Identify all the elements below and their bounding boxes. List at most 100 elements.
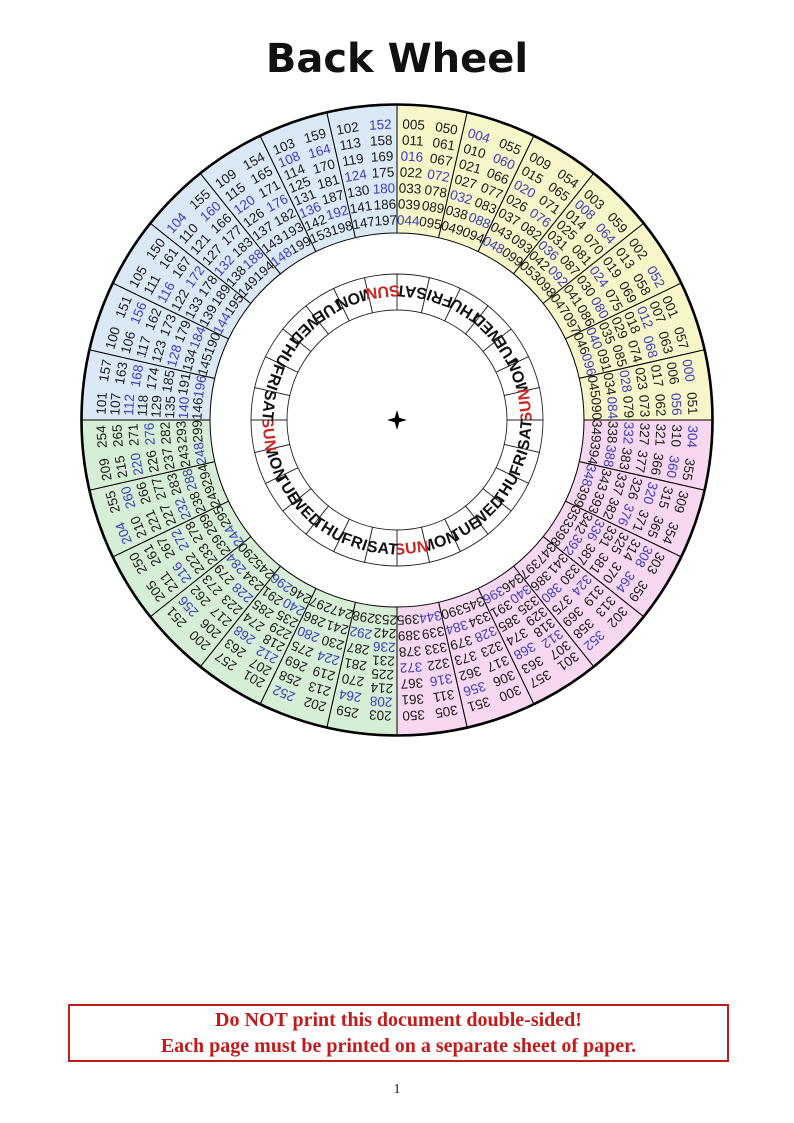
year-number: 135 [162, 396, 178, 419]
year-number: 220 [128, 452, 147, 477]
year-number: 379 [448, 632, 474, 653]
year-number: 028 [616, 369, 635, 394]
year-number: 339 [421, 623, 446, 642]
year-number: 038 [444, 202, 470, 223]
year-number: 309 [671, 489, 692, 515]
year-number: 242 [373, 625, 396, 641]
year-number: 180 [372, 180, 395, 196]
year-number: 355 [679, 457, 698, 482]
year-number: 197 [374, 212, 397, 228]
year-number: 159 [302, 125, 328, 146]
wheel-outer-rim [80, 103, 714, 737]
year-number: 351 [466, 694, 492, 715]
year-number: 260 [118, 485, 139, 511]
year-number: 292 [349, 623, 374, 642]
year-number: 061 [431, 135, 456, 154]
year-number: 198 [329, 218, 355, 239]
year-number: 213 [307, 678, 333, 699]
year-number: 224 [315, 648, 341, 669]
year-number: 214 [370, 680, 394, 696]
year-number: 085 [609, 343, 630, 369]
year-number: 276 [141, 422, 157, 445]
year-number: 124 [343, 166, 368, 185]
year-number: 089 [421, 198, 446, 217]
year-number: 333 [423, 639, 448, 658]
year-number: 000 [679, 358, 698, 383]
year-number: 196 [191, 374, 210, 399]
year-number: 348 [579, 462, 600, 488]
year-number: 321 [652, 423, 668, 446]
year-number: 383 [616, 446, 635, 471]
year-number: 349 [588, 420, 604, 443]
year-number: 107 [107, 392, 123, 415]
year-number: 163 [112, 361, 131, 386]
year-number: 344 [418, 608, 443, 627]
year-number: 389 [397, 627, 420, 643]
year-number: 033 [398, 180, 421, 196]
year-number: 287 [346, 639, 371, 658]
year-number: 062 [652, 393, 668, 416]
year-number: 063 [655, 330, 676, 356]
year-number: 170 [311, 156, 337, 177]
year-number: 091 [594, 347, 615, 373]
year-number: 271 [126, 423, 142, 446]
page-title: Back Wheel [265, 36, 529, 82]
year-number: 096 [579, 352, 600, 378]
year-number: 051 [684, 392, 700, 415]
year-number: 293 [173, 420, 189, 443]
year-number: 361 [401, 691, 424, 707]
warning-line-2: Each page must be printed on a separate … [160, 1035, 637, 1057]
year-number: 118 [135, 394, 151, 416]
year-number: 226 [143, 449, 162, 474]
year-number: 202 [302, 694, 328, 715]
year-number: 152 [369, 117, 392, 133]
year-number: 157 [96, 358, 115, 383]
year-number: 356 [462, 678, 488, 699]
year-number: 343 [594, 467, 615, 493]
day-label: SUN [258, 416, 279, 452]
day-label: SAT [258, 389, 278, 422]
year-number: 384 [443, 617, 469, 638]
year-number: 164 [307, 141, 333, 162]
year-number: 101 [94, 392, 110, 415]
year-number: 360 [664, 454, 683, 479]
year-number: 253 [374, 611, 397, 627]
year-number: 134 [179, 347, 200, 373]
year-number: 011 [402, 133, 424, 149]
year-number: 039 [397, 196, 420, 212]
day-label: SAT [516, 418, 536, 451]
year-number: 072 [426, 166, 451, 185]
year-number: 208 [369, 693, 392, 709]
year-number: 270 [341, 671, 366, 690]
year-number: 100 [102, 325, 123, 351]
year-number: 119 [341, 151, 365, 169]
year-number: 095 [418, 214, 443, 233]
year-number: 264 [337, 686, 362, 705]
year-number: 128 [164, 343, 185, 369]
year-number: 373 [453, 648, 479, 669]
year-number: 074 [625, 338, 646, 364]
year-number: 130 [346, 182, 371, 201]
year-number: 056 [668, 393, 684, 416]
year-number: 050 [434, 119, 459, 138]
year-number: 168 [128, 364, 147, 389]
year-number: 123 [149, 338, 170, 364]
year-number: 146 [189, 397, 205, 420]
year-number: 186 [373, 196, 396, 212]
year-number: 315 [655, 485, 676, 511]
warning-box: Do NOT print this document double-sided!… [68, 1004, 729, 1062]
page-number: 1 [393, 1082, 401, 1097]
year-number: 067 [429, 151, 454, 170]
year-number: 174 [143, 366, 162, 391]
year-number: 023 [632, 366, 651, 391]
year-number: 281 [343, 655, 368, 674]
pivot-star-icon [387, 410, 407, 430]
year-number: 158 [370, 133, 393, 149]
year-number: 377 [632, 449, 651, 474]
day-label: SAT [366, 539, 399, 559]
year-number: 362 [457, 663, 483, 684]
year-number: 117 [133, 334, 153, 359]
year-number: 277 [149, 476, 170, 502]
year-number: 390 [439, 602, 465, 623]
